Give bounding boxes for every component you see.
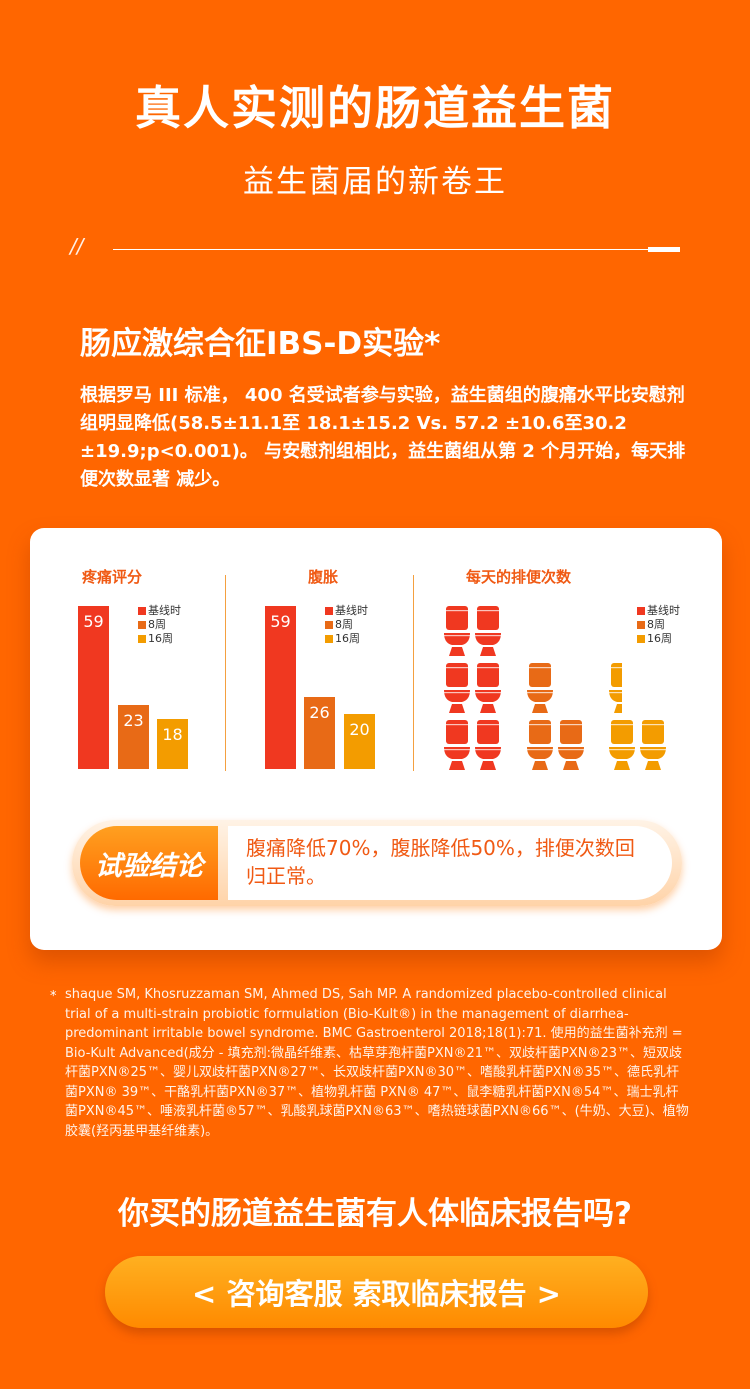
page-title: 真人实测的肠道益生菌 [135, 81, 615, 135]
legend-label: 基线时 [148, 604, 181, 617]
toilet-icon [475, 606, 501, 656]
legend-swatch [325, 635, 333, 643]
toilet-icon [527, 663, 553, 713]
legend-swatch [325, 607, 333, 615]
legend-label: 基线时 [335, 604, 368, 617]
legend-label: 基线时 [647, 604, 680, 617]
legend-label: 8周 [647, 618, 665, 631]
legend-item: 16周 [325, 632, 368, 646]
conclusion-text: 腹痛降低70%，腹胀降低50%，排便次数回归正常。 [228, 826, 672, 900]
toilet-icon [527, 720, 553, 770]
chart-title: 腹胀 [308, 568, 339, 586]
chart-legend: 基线时 8周 16周 [637, 604, 680, 646]
legend-item: 8周 [138, 618, 181, 632]
legend-item: 8周 [325, 618, 368, 632]
question-heading: 你买的肠道益生菌有人体临床报告吗? [118, 1196, 632, 1232]
chart-separator [225, 575, 226, 771]
legend-item: 16周 [138, 632, 181, 646]
page-subtitle: 益生菌届的新卷王 [243, 164, 507, 200]
toilet-icon [475, 663, 501, 713]
footnote-marker: * [50, 989, 57, 1004]
legend-label: 16周 [335, 632, 360, 645]
chart-legend: 基线时 8周 16周 [138, 604, 181, 646]
legend-item: 16周 [637, 632, 680, 646]
slash-decoration: // [70, 234, 84, 258]
bar-8周: 26 [304, 697, 335, 769]
divider-line [113, 249, 648, 250]
chart-title: 每天的排便次数 [466, 568, 572, 586]
legend-label: 8周 [335, 618, 353, 631]
section-body: 根据罗马 III 标准， 400 名受试者参与实验，益生菌组的腹痛水平比安慰剂组… [80, 385, 686, 490]
toilet-icon [609, 663, 622, 713]
conclusion-tag: 试验结论 [80, 826, 218, 900]
legend-swatch [637, 621, 645, 629]
toilet-icon [640, 720, 666, 770]
toilet-icon [444, 663, 470, 713]
chart-title: 疼痛评分 [82, 568, 143, 586]
bar-基线时: 59 [78, 606, 109, 769]
toilet-icon [609, 720, 635, 770]
toilet-icon [444, 720, 470, 770]
divider-accent [648, 247, 680, 252]
toilet-icon [444, 606, 470, 656]
legend-swatch [637, 635, 645, 643]
section-title: 肠应激综合征IBS-D实验* [80, 326, 441, 362]
toilet-icon [558, 720, 584, 770]
legend-swatch [138, 607, 146, 615]
chart-legend: 基线时 8周 16周 [325, 604, 368, 646]
legend-swatch [637, 607, 645, 615]
legend-swatch [325, 621, 333, 629]
toilet-icon [475, 720, 501, 770]
chart-separator [413, 575, 414, 771]
legend-label: 16周 [148, 632, 173, 645]
legend-swatch [138, 635, 146, 643]
consult-button[interactable]: < 咨询客服 索取临床报告 > [105, 1256, 648, 1328]
legend-label: 8周 [148, 618, 166, 631]
legend-item: 基线时 [637, 604, 680, 618]
footnote-text: shaque SM, Khosruzzaman SM, Ahmed DS, Sa… [65, 987, 689, 1139]
bar-8周: 23 [118, 705, 149, 769]
bar-16周: 18 [157, 719, 188, 769]
legend-label: 16周 [647, 632, 672, 645]
legend-swatch [138, 621, 146, 629]
legend-item: 8周 [637, 618, 680, 632]
bar-基线时: 59 [265, 606, 296, 769]
legend-item: 基线时 [325, 604, 368, 618]
legend-item: 基线时 [138, 604, 181, 618]
bar-16周: 20 [344, 713, 375, 769]
